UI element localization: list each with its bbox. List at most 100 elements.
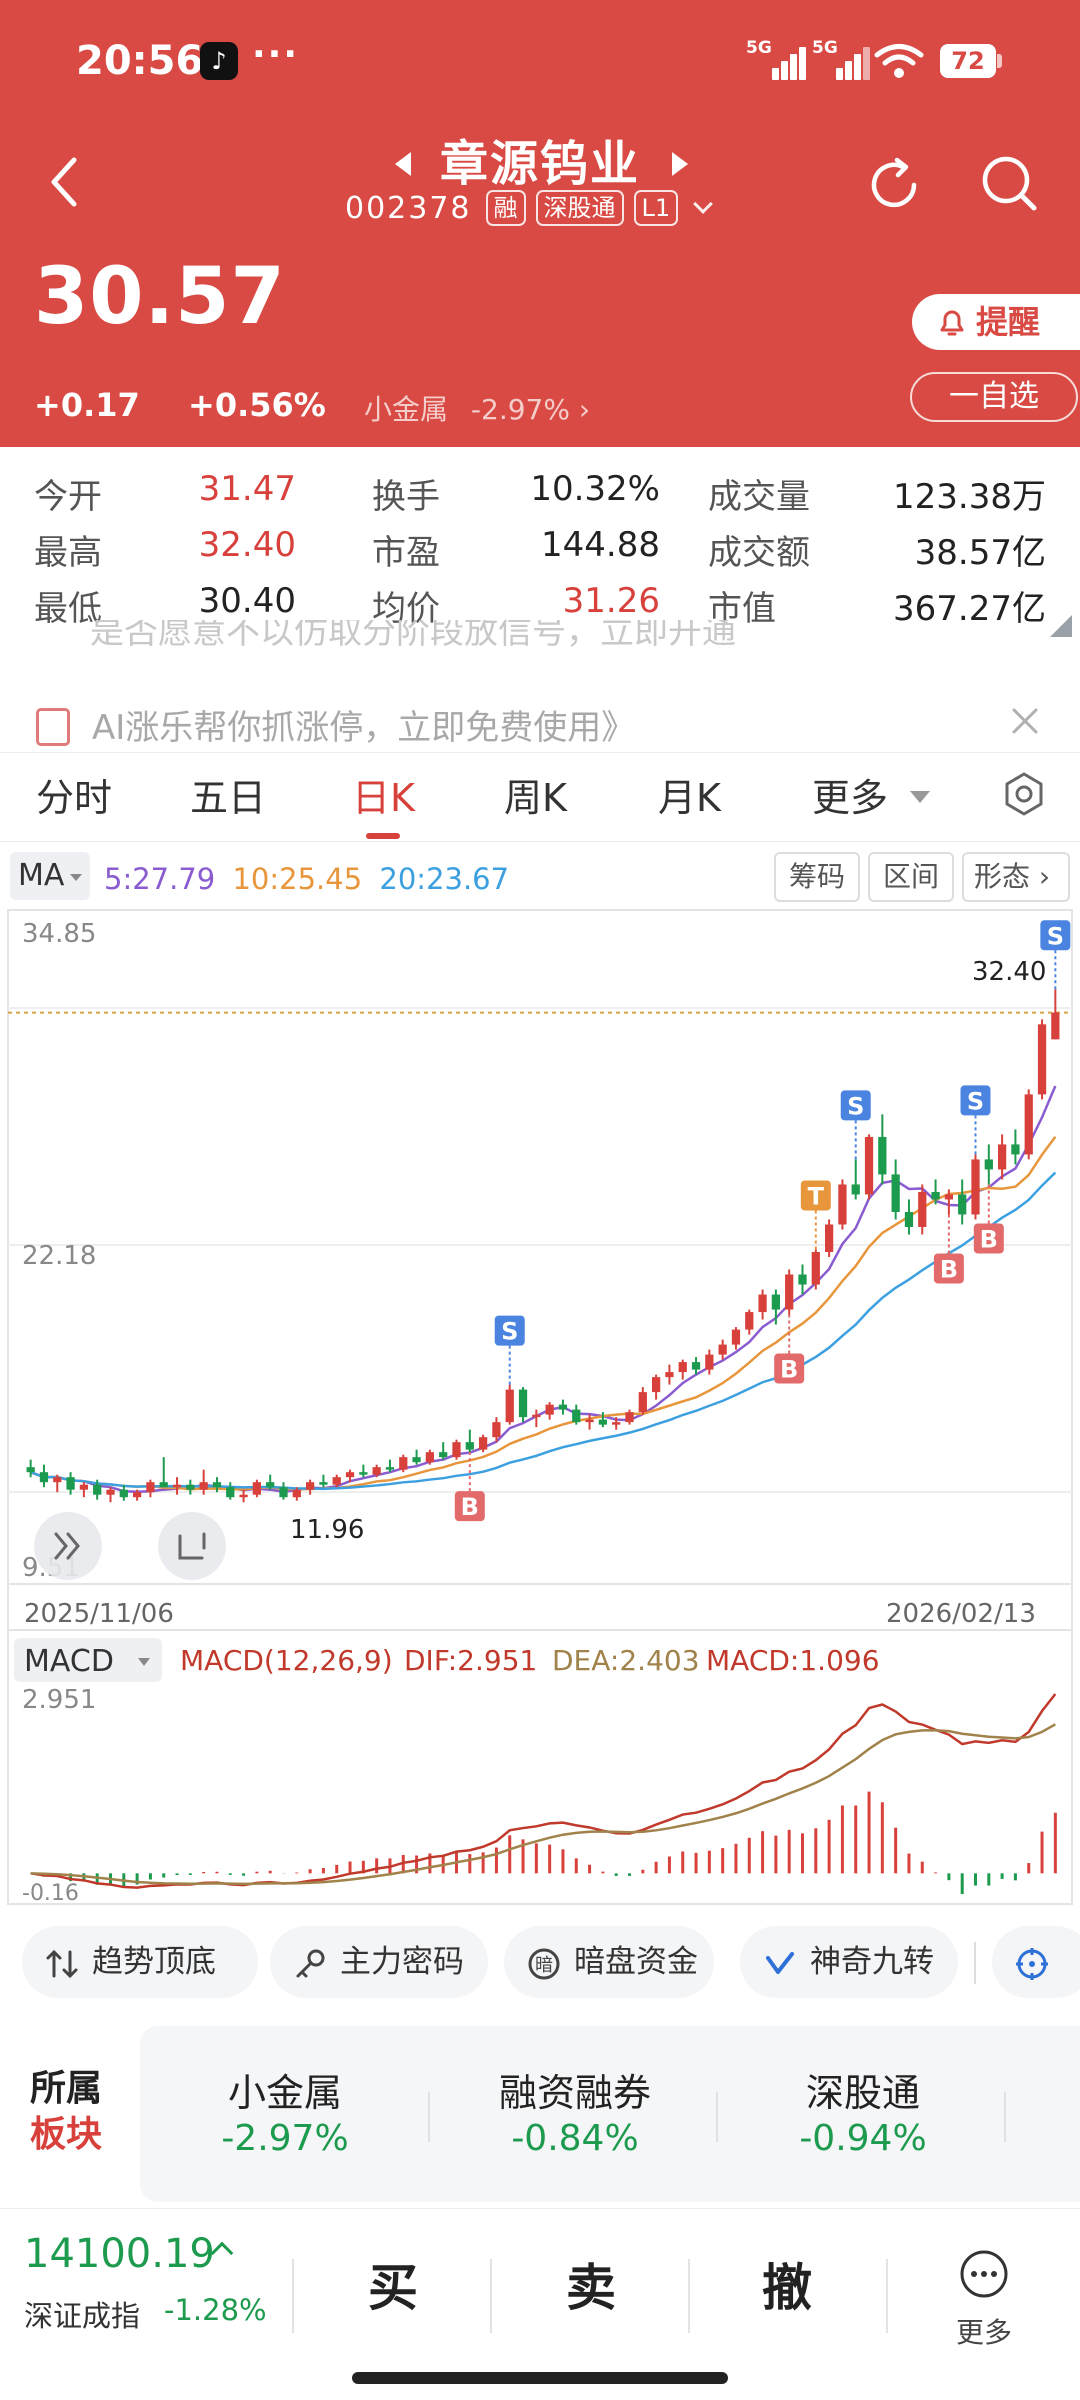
candle [305,1482,315,1490]
back-icon[interactable] [44,152,84,212]
candle [958,1194,967,1215]
search-icon[interactable] [978,152,1042,216]
stat-value: 30.40 [198,581,296,621]
candle [691,1362,701,1370]
tab-weekly-k[interactable]: 周K [504,776,567,820]
alert-button[interactable]: 提醒 [912,294,1080,350]
stat-label: 成交额 [708,533,810,573]
battery-icon: 72 [940,44,996,78]
chip-main-force-code[interactable]: 主力密码 [270,1926,488,1998]
close-icon[interactable] [1010,706,1040,736]
candle [931,1191,940,1200]
caret-down-icon [910,791,930,803]
macd-y-top: 2.951 [22,1685,96,1715]
stock-sub-row[interactable]: 002378 融 深股通 L1 [345,186,714,230]
chart-grid [8,1007,1072,1631]
index-ticker[interactable]: 14100.19 深证成指 -1.28% [0,2209,290,2359]
candle [518,1389,528,1418]
tab-five-day[interactable]: 五日 [190,776,267,820]
pan-left-button[interactable] [34,1512,102,1580]
sector-item-name: 小金属 [227,2071,342,2115]
low-price-label: 11.96 [290,1515,364,1545]
chip-magic-nine[interactable]: 神奇九转 [740,1926,958,1998]
candle [824,1224,834,1253]
price-change-pct: +0.56% [188,386,326,424]
refresh-icon[interactable] [864,154,926,216]
prev-stock-icon[interactable] [395,152,411,176]
ma-selector[interactable]: MA [10,852,90,900]
candle [705,1354,714,1370]
sector-item-pct: -0.84% [511,2118,639,2159]
candles [26,989,1060,1503]
sell-button[interactable]: 卖 [566,2259,616,2317]
sector-item[interactable]: 融资融券 -0.84% [430,2026,720,2202]
sector-item[interactable]: 小金属 -2.97% [140,2026,430,2202]
candle [811,1252,820,1285]
tab-monthly-k[interactable]: 月K [658,776,721,820]
chip-label: 暗盘资金 [574,1944,698,1980]
date-start: 2025/11/06 [24,1599,174,1629]
chip-divider [974,1942,976,1984]
fullscreen-button[interactable] [158,1512,226,1580]
chip-trend-top-bottom[interactable]: 趋势顶底 [22,1926,258,1998]
candle [505,1389,514,1423]
signal-label: S [967,1087,984,1115]
stat-label: 市值 [708,589,776,629]
range-button[interactable]: 区间 [868,852,954,902]
sector-item[interactable]: 深股通 -0.94% [718,2026,1008,2202]
candle [26,1467,35,1473]
stat-label: 最低 [34,589,102,629]
more-button[interactable]: 更多 [944,2249,1024,2359]
chip-dark-pool-funds[interactable]: 暗 暗盘资金 [504,1926,714,1998]
divider [490,2259,492,2333]
candle [146,1482,155,1493]
candle [638,1392,647,1413]
signal-label: S [1047,922,1064,950]
ma-lines [30,1085,1057,1493]
more-label: 更多 [955,2316,1012,2349]
candle [119,1489,128,1498]
promo-banner-2[interactable]: AI涨乐帮你抓涨停，立即免费使用》 [0,686,1080,764]
candle [651,1377,661,1393]
expand-corner-icon[interactable] [1050,615,1072,637]
stock-header: 20:56 ♪ ··· 5G 5G 72 章源钨业 002378 融 深股通 L… [0,0,1080,447]
promo-banner-text: AI涨乐帮你抓涨停，立即免费使用》 [92,708,636,748]
y-label-top: 34.85 [22,919,96,949]
chip-more-indicators[interactable] [992,1926,1080,1998]
sector-block: 所属 板块 小金属 -2.97% 融资融券 -0.84% 深股通 -0.94% [0,2026,1080,2202]
sector-item-pct: -2.97% [221,2118,349,2159]
stat-value: 38.57亿 [914,533,1046,573]
candle [532,1414,541,1418]
pattern-button[interactable]: 形态 › [962,852,1070,902]
chip-label: 趋势顶底 [92,1944,216,1980]
cancel-order-button[interactable]: 撤 [762,2259,812,2317]
tab-intraday[interactable]: 分时 [36,776,113,820]
wifi-icon [874,44,924,78]
candle [718,1344,727,1355]
index-pct: -1.28% [164,2293,267,2327]
candle [239,1494,248,1498]
chip-distribution-button[interactable]: 筹码 [774,852,860,902]
high-price-label: 32.40 [972,957,1046,987]
candle [1024,1094,1033,1155]
sector-link[interactable]: 小金属 -2.97% › [364,388,590,428]
dark-pool-icon: 暗 [528,1948,560,1980]
candle [545,1404,554,1415]
tab-daily-k[interactable]: 日K [352,776,415,820]
candle [93,1484,102,1495]
buy-button[interactable]: 买 [368,2259,418,2317]
candle [226,1487,235,1498]
divider [886,2259,888,2333]
bottom-trade-bar: 14100.19 深证成指 -1.28% 买 卖 撤 更多 [0,2208,1080,2400]
candle [412,1457,421,1463]
promo-banner-1[interactable]: 是否愿意不以仿取分阶段放信号，立即开通 [0,620,1080,662]
watchlist-button[interactable]: 一自选 [910,372,1078,422]
macd-selector[interactable] [14,1638,162,1682]
next-stock-icon[interactable] [672,152,688,176]
signal-badge [454,1491,485,1522]
status-time: 20:56 [76,38,204,84]
tab-more[interactable]: 更多 [812,776,889,820]
macd-dea-line [30,1723,1056,1886]
chart-settings-icon[interactable] [1000,770,1048,818]
